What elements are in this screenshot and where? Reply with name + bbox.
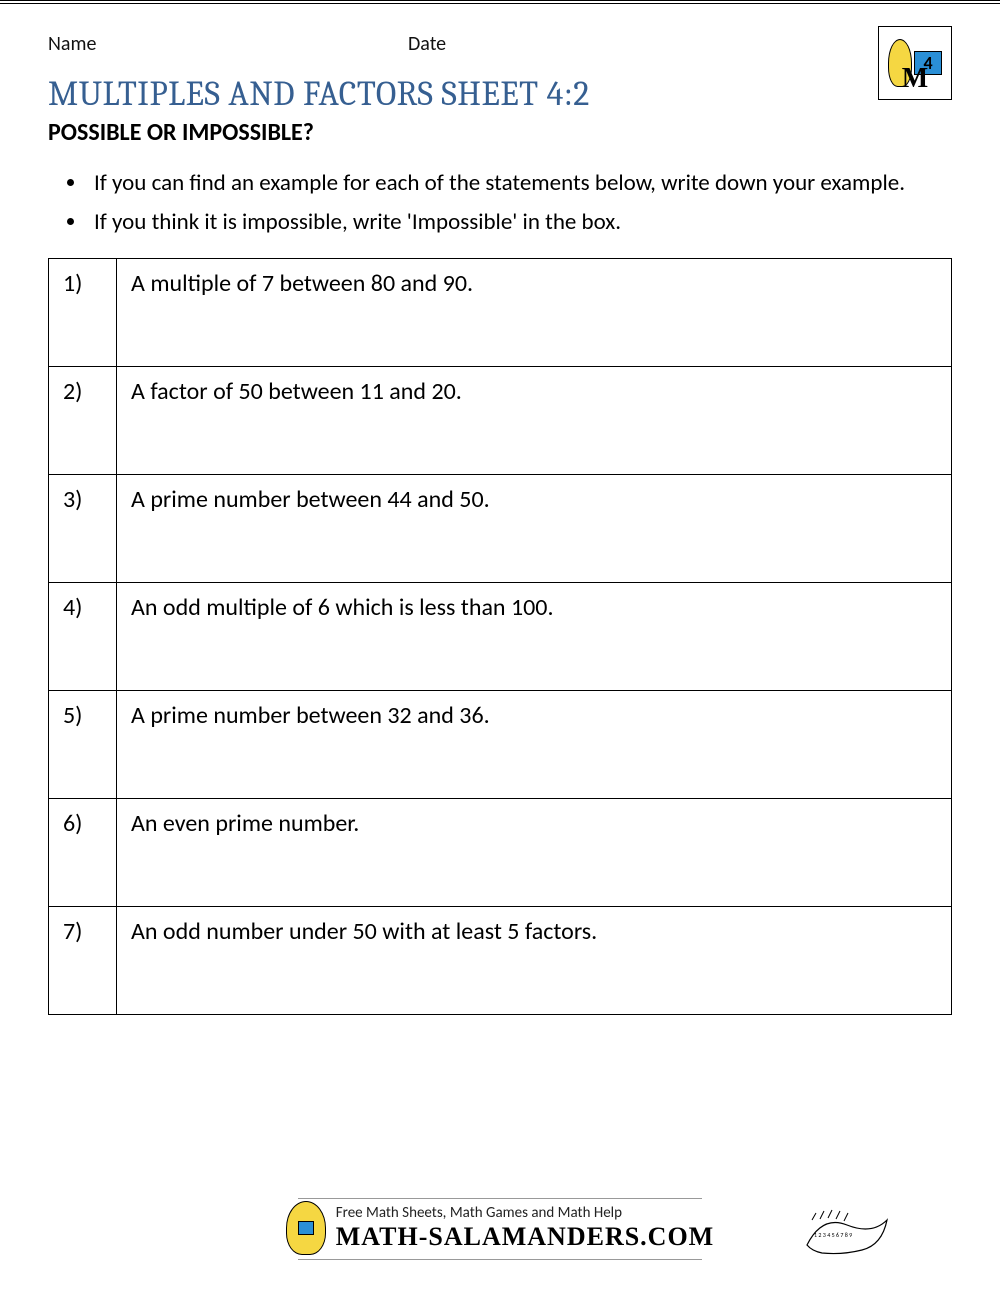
question-text: An odd number under 50 with at least 5 f… [117, 906, 952, 1014]
question-text: An odd multiple of 6 which is less than … [117, 582, 952, 690]
question-text: A prime number between 32 and 36. [117, 690, 952, 798]
worksheet-page: Name Date 4 M MULTIPLES AND FACTORS SHEE… [0, 0, 1000, 1294]
instructions-list: If you can find an example for each of t… [48, 167, 952, 240]
question-number: 4) [49, 582, 117, 690]
footer-divider [298, 1198, 702, 1199]
table-row: 5) A prime number between 32 and 36. [49, 690, 952, 798]
grade-badge: 4 M [878, 26, 952, 100]
sheet-title: MULTIPLES AND FACTORS SHEET 4:2 [48, 74, 952, 114]
table-row: 2) A factor of 50 between 11 and 20. [49, 366, 952, 474]
badge-letter-m: M [902, 63, 928, 95]
table-row: 3) A prime number between 44 and 50. [49, 474, 952, 582]
question-number: 6) [49, 798, 117, 906]
question-number: 2) [49, 366, 117, 474]
question-number: 1) [49, 258, 117, 366]
footer-tagline: Free Math Sheets, Math Games and Math He… [336, 1204, 714, 1222]
footer: Free Math Sheets, Math Games and Math He… [0, 1198, 1000, 1260]
footer-brand: MATH-SALAMANDERS.COM [336, 1222, 714, 1252]
table-row: 4) An odd multiple of 6 which is less th… [49, 582, 952, 690]
question-text: A multiple of 7 between 80 and 90. [117, 258, 952, 366]
name-label: Name [48, 32, 368, 56]
question-text: An even prime number. [117, 798, 952, 906]
sheet-subtitle: POSSIBLE OR IMPOSSIBLE? [48, 118, 952, 147]
question-number: 5) [49, 690, 117, 798]
header-row: Name Date 4 M [48, 32, 952, 56]
question-number: 7) [49, 906, 117, 1014]
table-row: 6) An even prime number. [49, 798, 952, 906]
date-label: Date [408, 32, 608, 56]
footer-content: Free Math Sheets, Math Games and Math He… [48, 1201, 952, 1255]
salamander-footer-icon [286, 1201, 326, 1255]
footer-divider [298, 1259, 702, 1260]
question-number: 3) [49, 474, 117, 582]
table-row: 1) A multiple of 7 between 80 and 90. [49, 258, 952, 366]
question-text: A factor of 50 between 11 and 20. [117, 366, 952, 474]
questions-table: 1) A multiple of 7 between 80 and 90. 2)… [48, 258, 952, 1015]
question-text: A prime number between 44 and 50. [117, 474, 952, 582]
footer-text-block: Free Math Sheets, Math Games and Math He… [336, 1204, 714, 1252]
svg-text:1 2 3 4 5 6 7 8 9: 1 2 3 4 5 6 7 8 9 [814, 1231, 852, 1239]
instruction-item: If you think it is impossible, write 'Im… [88, 206, 952, 239]
instruction-item: If you can find an example for each of t… [88, 167, 952, 200]
salamander-corner-icon: 1 2 3 4 5 6 7 8 9 [802, 1205, 892, 1261]
mini-board-icon [298, 1221, 314, 1235]
table-row: 7) An odd number under 50 with at least … [49, 906, 952, 1014]
